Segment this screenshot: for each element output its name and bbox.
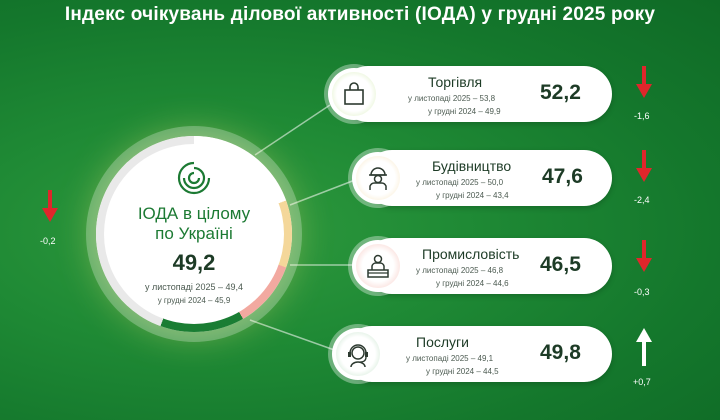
sector-prev-year: у грудні 2024 – 44,6 bbox=[436, 279, 509, 288]
sector-value: 46,5 bbox=[540, 253, 581, 276]
sector-icon-industry bbox=[352, 240, 404, 292]
sector-name: Будівництво bbox=[432, 158, 512, 174]
sector-prev-month: у листопаді 2025 – 50,0 bbox=[416, 178, 504, 187]
sector-name: Торгівля bbox=[428, 74, 483, 90]
overall-delta: -0,2 bbox=[40, 236, 56, 246]
overall-prev-month: у листопаді 2025 – 49,4 bbox=[145, 282, 243, 292]
overall-prev-year: у грудні 2024 – 45,9 bbox=[157, 296, 231, 305]
sector-prev-year: у грудні 2024 – 44,5 bbox=[426, 367, 499, 376]
sector-card-industry: Промисловість у листопаді 2025 – 46,8 у … bbox=[364, 238, 612, 294]
sector-name: Промисловість bbox=[422, 246, 520, 262]
sector-icon-construction bbox=[352, 152, 404, 204]
overall-down-arrow-icon bbox=[42, 190, 58, 222]
sector-card-construction: Будівництво у листопаді 2025 – 50,0 у гр… bbox=[364, 150, 612, 206]
sector-card-services: Послуги у листопаді 2025 – 49,1 у грудні… bbox=[344, 326, 612, 382]
sector-value: 52,2 bbox=[540, 81, 581, 104]
overall-label-line1: ІОДА в цілому bbox=[137, 204, 251, 223]
sector-prev-month: у листопаді 2025 – 53,8 bbox=[408, 94, 496, 103]
sector-prev-year: у грудні 2024 – 43,4 bbox=[436, 191, 509, 200]
overall-circle: ІОДА в цілому по Україні 49,2 у листопад… bbox=[104, 144, 284, 324]
sector-card-trade: Торгівля у листопаді 2025 – 53,8 у грудн… bbox=[340, 66, 612, 122]
sector-value: 47,6 bbox=[542, 165, 583, 188]
sector-value: 49,8 bbox=[540, 341, 581, 364]
spiral-logo-icon bbox=[177, 161, 211, 195]
headset-operator-icon bbox=[348, 344, 368, 368]
factory-worker-icon bbox=[367, 254, 389, 278]
overall-label-line2: по Україні bbox=[155, 224, 233, 243]
page-title: Індекс очікувань ділової активності (ІОД… bbox=[64, 4, 656, 25]
sector-name: Послуги bbox=[416, 334, 469, 350]
sector-icon-services bbox=[332, 328, 384, 380]
trade-delta: -1,6 bbox=[634, 111, 650, 121]
industry-down-arrow-icon bbox=[636, 240, 652, 272]
sector-icon-trade bbox=[328, 68, 380, 120]
builder-icon bbox=[369, 167, 387, 190]
services-up-arrow-icon bbox=[636, 328, 652, 366]
sector-prev-year: у грудні 2024 – 49,9 bbox=[428, 107, 501, 116]
overall-value: 49,2 bbox=[172, 250, 216, 275]
sector-prev-month: у листопаді 2025 – 46,8 bbox=[416, 266, 504, 275]
sector-prev-month: у листопаді 2025 – 49,1 bbox=[406, 354, 494, 363]
construction-down-arrow-icon bbox=[636, 150, 652, 182]
services-delta: +0,7 bbox=[633, 377, 651, 387]
industry-delta: -0,3 bbox=[634, 287, 650, 297]
construction-delta: -2,4 bbox=[634, 195, 650, 205]
trade-down-arrow-icon bbox=[636, 66, 652, 98]
shopping-bag-icon bbox=[344, 82, 364, 105]
